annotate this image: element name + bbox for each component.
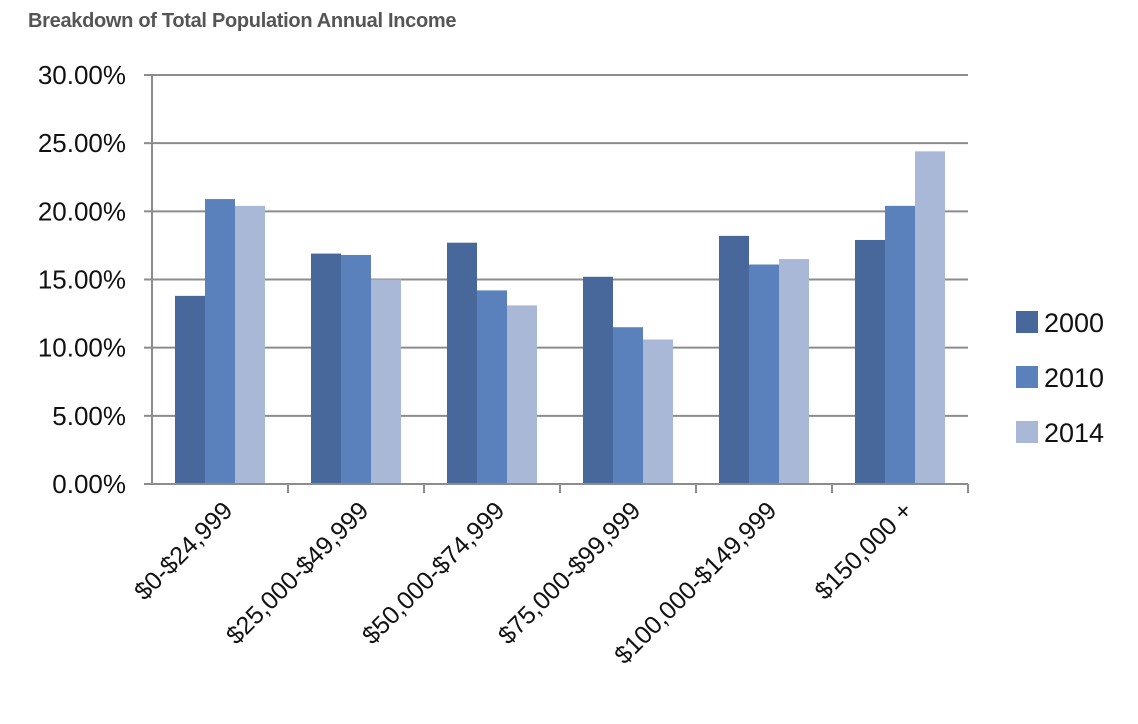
- bar-2010-3: [613, 327, 643, 484]
- bar-2014-2: [507, 305, 537, 484]
- bar-2000-3: [583, 276, 613, 484]
- legend-label-2010: 2010: [1044, 363, 1104, 393]
- gridlines: [152, 74, 968, 417]
- y-tick-label: 30.00%: [38, 60, 126, 90]
- x-tick-label: $0-$24,999: [129, 496, 238, 605]
- bar-2000-1: [311, 253, 341, 484]
- legend-swatch-2000: [1016, 311, 1038, 333]
- bar-2014-5: [915, 151, 945, 484]
- y-tick-label: 5.00%: [52, 401, 126, 431]
- y-tick-label: 15.00%: [38, 265, 126, 295]
- y-tick-label: 20.00%: [38, 196, 126, 226]
- x-tick-label: $50,000-$74,999: [357, 496, 510, 649]
- bar-2000-2: [447, 242, 477, 484]
- y-tick-label: 0.00%: [52, 469, 126, 499]
- y-tick-label: 25.00%: [38, 128, 126, 158]
- bar-2000-0: [175, 295, 205, 484]
- bar-2000-4: [719, 235, 749, 484]
- legend-swatch-2014: [1016, 421, 1038, 443]
- legend-label-2014: 2014: [1044, 418, 1104, 448]
- bar-2014-0: [235, 205, 265, 484]
- bars: [175, 151, 945, 484]
- bar-2000-5: [855, 239, 885, 484]
- legend-label-2000: 2000: [1044, 308, 1104, 338]
- chart-title: Breakdown of Total Population Annual Inc…: [28, 10, 457, 32]
- x-tick-label: $25,000-$49,999: [221, 496, 374, 649]
- bar-2010-1: [341, 254, 371, 484]
- bar-2014-1: [371, 279, 401, 484]
- bar-2010-4: [749, 264, 779, 484]
- x-tick-label: $75,000-$99,999: [493, 496, 646, 649]
- y-tick-labels: 0.00% 5.00% 10.00% 15.00% 20.00% 25.00% 30.00%: [38, 60, 126, 499]
- bar-2010-5: [885, 205, 915, 484]
- axes: [144, 74, 969, 493]
- x-tick-labels: $0-$24,999$25,000-$49,999$50,000-$74,999…: [129, 496, 918, 669]
- legend: 2000 2010 2014: [1016, 308, 1104, 448]
- x-tick-label: $150,000 +: [809, 496, 918, 605]
- bar-2014-4: [779, 259, 809, 484]
- bar-2014-3: [643, 339, 673, 484]
- bar-2010-0: [205, 199, 235, 484]
- bar-2010-2: [477, 290, 507, 484]
- legend-swatch-2010: [1016, 366, 1038, 388]
- y-tick-label: 10.00%: [38, 333, 126, 363]
